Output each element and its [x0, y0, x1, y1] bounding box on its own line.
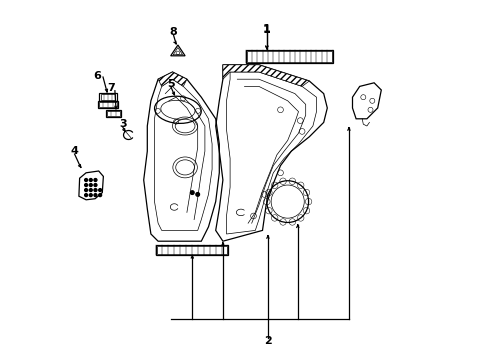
- Text: 7: 7: [107, 83, 115, 93]
- Text: 4: 4: [70, 146, 79, 156]
- Bar: [101, 94, 115, 100]
- Text: 2: 2: [264, 336, 271, 346]
- Circle shape: [89, 184, 92, 186]
- Circle shape: [84, 189, 87, 192]
- Text: 1: 1: [263, 24, 270, 35]
- Circle shape: [94, 179, 97, 181]
- Circle shape: [94, 189, 97, 192]
- Circle shape: [94, 184, 97, 186]
- Circle shape: [84, 184, 87, 186]
- Circle shape: [196, 193, 199, 196]
- Polygon shape: [158, 72, 186, 86]
- Bar: [246, 50, 332, 63]
- Bar: [106, 110, 121, 117]
- Text: 6: 6: [93, 71, 101, 81]
- Circle shape: [89, 189, 92, 192]
- Polygon shape: [223, 65, 309, 86]
- Circle shape: [84, 179, 87, 181]
- Circle shape: [89, 179, 92, 181]
- Bar: [157, 246, 227, 254]
- Bar: [99, 102, 117, 107]
- Text: 1: 1: [263, 24, 270, 34]
- Text: 5: 5: [166, 78, 174, 89]
- Circle shape: [89, 194, 92, 197]
- Circle shape: [190, 191, 194, 194]
- Bar: [98, 101, 118, 108]
- Circle shape: [99, 189, 102, 192]
- Circle shape: [84, 194, 87, 197]
- Circle shape: [99, 194, 102, 197]
- Bar: [156, 245, 228, 255]
- Bar: [247, 51, 331, 62]
- Text: 8: 8: [169, 27, 177, 37]
- Text: 3: 3: [119, 119, 126, 129]
- Bar: [99, 93, 117, 101]
- Circle shape: [94, 194, 97, 197]
- Bar: [107, 111, 120, 116]
